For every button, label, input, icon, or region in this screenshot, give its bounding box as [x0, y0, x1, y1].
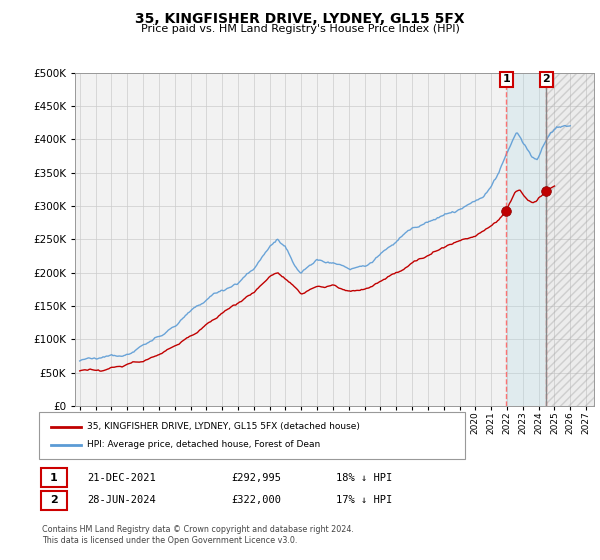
- Text: 17% ↓ HPI: 17% ↓ HPI: [336, 495, 392, 505]
- Text: £322,000: £322,000: [231, 495, 281, 505]
- Bar: [506, 73, 547, 406]
- Text: 18% ↓ HPI: 18% ↓ HPI: [336, 473, 392, 483]
- Text: HPI: Average price, detached house, Forest of Dean: HPI: Average price, detached house, Fore…: [87, 440, 320, 449]
- Text: 35, KINGFISHER DRIVE, LYDNEY, GL15 5FX: 35, KINGFISHER DRIVE, LYDNEY, GL15 5FX: [135, 12, 465, 26]
- Text: £292,995: £292,995: [231, 473, 281, 483]
- Bar: [547, 73, 594, 406]
- Text: 1: 1: [503, 74, 511, 85]
- Text: 21-DEC-2021: 21-DEC-2021: [87, 473, 156, 483]
- Text: Price paid vs. HM Land Registry's House Price Index (HPI): Price paid vs. HM Land Registry's House …: [140, 24, 460, 34]
- Bar: [547, 73, 594, 406]
- Text: 35, KINGFISHER DRIVE, LYDNEY, GL15 5FX (detached house): 35, KINGFISHER DRIVE, LYDNEY, GL15 5FX (…: [87, 422, 360, 432]
- Text: 2: 2: [542, 74, 550, 85]
- Text: 2: 2: [50, 495, 58, 505]
- Text: Contains HM Land Registry data © Crown copyright and database right 2024.
This d: Contains HM Land Registry data © Crown c…: [42, 525, 354, 545]
- Text: 28-JUN-2024: 28-JUN-2024: [87, 495, 156, 505]
- Text: 1: 1: [50, 473, 58, 483]
